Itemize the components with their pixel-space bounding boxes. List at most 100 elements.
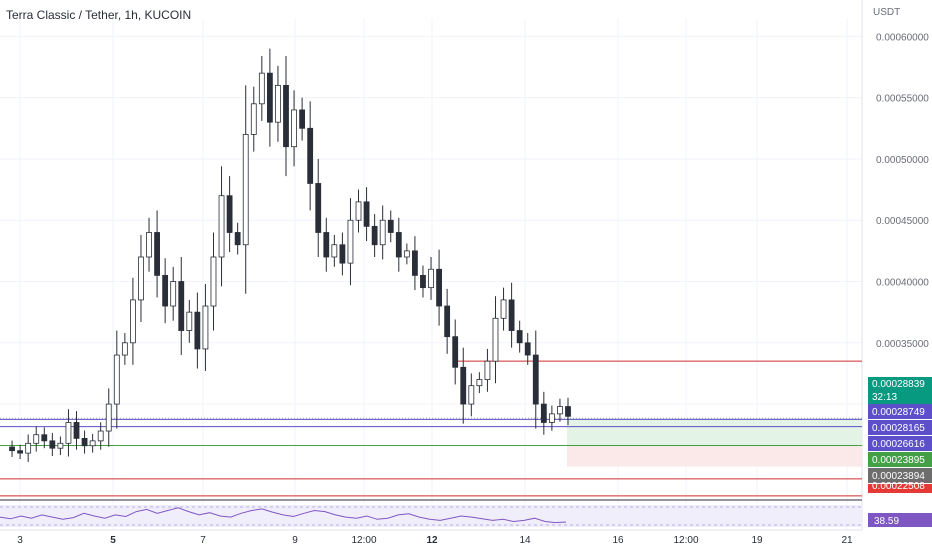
- price-label-text: 0.00026616: [872, 439, 925, 450]
- price-label-text: 0.00023895: [872, 455, 925, 466]
- candle-body: [186, 311, 193, 331]
- x-tick-label: 12:00: [351, 535, 376, 546]
- candle-body: [315, 183, 322, 233]
- candle-body: [379, 219, 386, 246]
- candle-body: [371, 225, 378, 246]
- price-label-badge: [868, 484, 932, 493]
- y-tick-label: 0.00055000: [876, 94, 929, 105]
- candle-body: [508, 299, 515, 331]
- candle-body: [516, 330, 523, 344]
- candle-body: [492, 317, 499, 362]
- candle-body: [548, 413, 555, 423]
- price-label-badge: [868, 420, 932, 435]
- candle-body: [444, 305, 451, 338]
- candle-body: [146, 232, 152, 258]
- candle-body: [403, 250, 410, 258]
- candle-body: [41, 434, 48, 442]
- candle-body: [468, 385, 475, 405]
- price-label-badge: [868, 377, 932, 391]
- loss-zone: [567, 445, 862, 467]
- price-label-text: 0.00022508: [872, 481, 925, 492]
- candle-body: [49, 440, 56, 449]
- candle-body: [331, 244, 338, 258]
- price-label-badge: [868, 436, 932, 451]
- price-label-badge: [868, 391, 932, 404]
- price-label-text: 32:13: [872, 392, 897, 403]
- candle-body: [532, 354, 539, 405]
- candle-body: [89, 440, 96, 447]
- candle-body: [428, 268, 434, 289]
- candle-body: [436, 268, 442, 307]
- candle-body: [500, 299, 507, 319]
- candle-body: [202, 305, 209, 350]
- candle-body: [226, 195, 233, 233]
- candle-body: [73, 422, 80, 439]
- candle-body: [138, 256, 144, 301]
- candle-body: [291, 109, 297, 148]
- candle-body: [323, 232, 330, 258]
- axis-unit: USDT: [873, 7, 901, 18]
- candle-body: [275, 85, 281, 123]
- candle-body: [363, 201, 370, 227]
- x-tick-label: 14: [519, 535, 531, 546]
- candle-body: [266, 72, 273, 123]
- candle-body: [283, 85, 289, 148]
- x-tick-label: 3: [17, 535, 23, 546]
- rsi-line: [0, 507, 567, 524]
- candle-body: [420, 274, 426, 289]
- candle-body: [25, 442, 32, 454]
- x-tick-label: 12: [426, 535, 438, 546]
- candle-body: [250, 103, 257, 135]
- candle-body: [307, 127, 314, 184]
- y-tick-label: 0.00035000: [876, 339, 929, 350]
- candle-body: [524, 342, 531, 356]
- candle-body: [162, 274, 169, 307]
- profit-zone: [567, 418, 862, 446]
- candle-body: [540, 403, 547, 423]
- candle-body: [387, 219, 394, 233]
- x-tick-label: 12:00: [673, 535, 698, 546]
- candle-body: [130, 299, 136, 344]
- price-label-text: 0.00028165: [872, 423, 925, 434]
- price-label-badge: [868, 452, 932, 467]
- candle-body: [452, 336, 459, 368]
- candle-body: [218, 195, 225, 258]
- candle-body: [105, 403, 112, 432]
- candle-body: [557, 406, 563, 415]
- candle-body: [484, 360, 491, 380]
- price-label-text: 0.00023894: [872, 471, 925, 482]
- candle-body: [339, 244, 346, 264]
- rsi-band: [0, 505, 862, 527]
- rsi-value-text: 38.59: [874, 516, 899, 527]
- candle-body: [113, 354, 120, 405]
- price-label-badge: [868, 404, 932, 419]
- candle-body: [65, 422, 72, 444]
- y-tick-label: 0.00045000: [876, 216, 929, 227]
- candle-body: [355, 201, 362, 221]
- candle-body: [242, 134, 249, 246]
- candle-body: [565, 406, 571, 417]
- price-label-text: 0.00028749: [872, 407, 925, 418]
- x-tick-label: 19: [751, 535, 763, 546]
- candle-body: [17, 450, 24, 454]
- candle-body: [178, 281, 185, 331]
- y-tick-label: 0.00040000: [876, 278, 929, 289]
- x-tick-label: 5: [110, 535, 116, 546]
- candle-body: [170, 281, 177, 307]
- candle-body: [33, 434, 40, 444]
- candle-body: [460, 366, 467, 405]
- candle-body: [154, 232, 160, 276]
- price-label-badge: [868, 468, 932, 483]
- candle-body: [347, 219, 354, 264]
- x-tick-label: 7: [200, 535, 206, 546]
- chart-title: Terra Classic / Tether, 1h, KUCOIN: [6, 8, 192, 22]
- rsi-value-badge: [868, 513, 932, 527]
- candle-body: [234, 232, 241, 246]
- candle-body: [412, 250, 418, 276]
- candle-body: [395, 232, 402, 258]
- price-label-text: 0.00028839: [872, 379, 925, 390]
- y-tick-label: 0.00050000: [876, 155, 929, 166]
- candle-body: [121, 342, 128, 356]
- candle-body: [81, 437, 88, 447]
